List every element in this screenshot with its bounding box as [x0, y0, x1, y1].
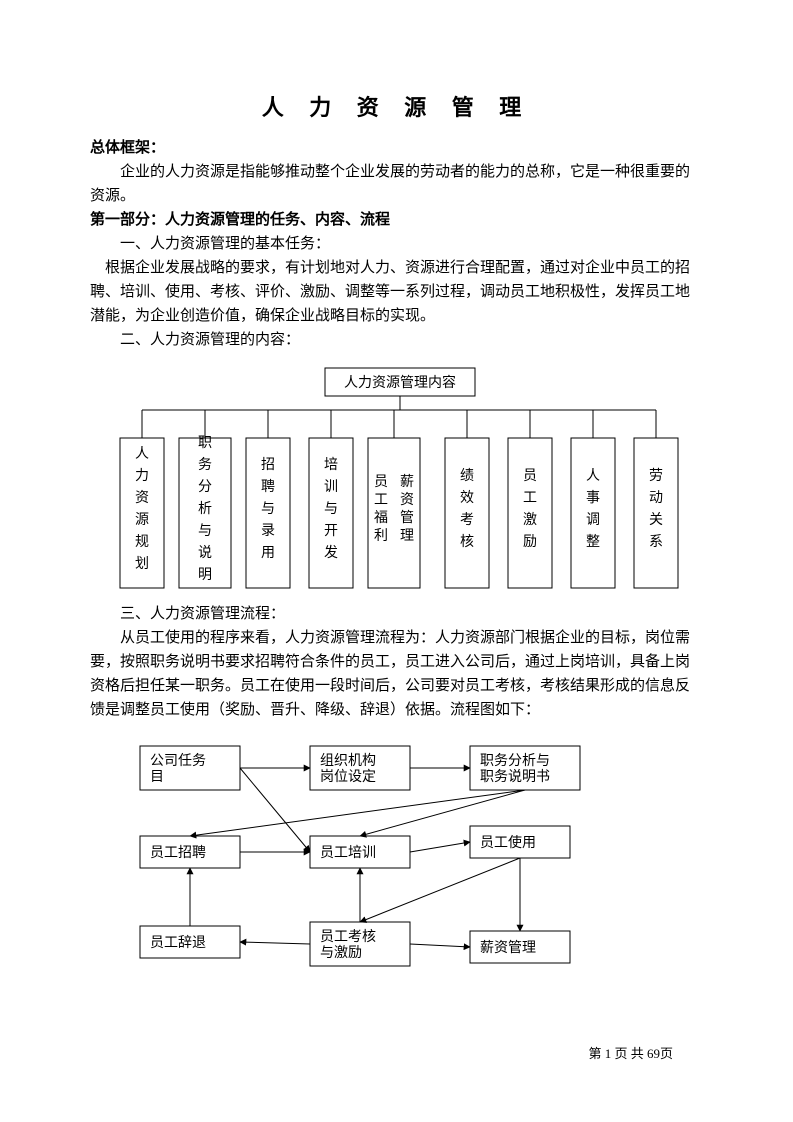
svg-text:职: 职	[198, 436, 212, 451]
svg-text:发: 发	[324, 545, 338, 561]
svg-text:职务分析与: 职务分析与	[480, 753, 550, 769]
flow-diagram: 公司任务目 组织机构岗位设定 职务分析与职务说明书员工招聘 员工培训 员工使用员工辞退 员…	[120, 736, 703, 1006]
svg-text:说: 说	[198, 545, 212, 561]
svg-text:考: 考	[460, 512, 474, 528]
svg-text:职务说明书: 职务说明书	[480, 769, 550, 785]
svg-text:与: 与	[324, 501, 338, 517]
svg-text:人力资源管理内容: 人力资源管理内容	[344, 374, 456, 391]
framework-label: 总体框架：	[90, 136, 703, 160]
svg-text:训: 训	[324, 479, 338, 495]
svg-text:员: 员	[523, 469, 537, 484]
svg-text:管: 管	[400, 510, 414, 526]
svg-text:绩: 绩	[460, 468, 474, 484]
svg-text:员工辞退: 员工辞退	[150, 935, 206, 951]
sec1-text: 根据企业发展战略的要求，有计划地对人力、资源进行合理配置，通过对企业中员工的招聘…	[90, 256, 703, 328]
tree-diagram: 人力资源管理内容人力资源规划职务分析与说明招聘与录用培训与开发员工福利薪资管理绩…	[110, 358, 703, 598]
svg-text:员工考核: 员工考核	[320, 929, 376, 945]
svg-text:招: 招	[261, 457, 275, 473]
svg-text:效: 效	[460, 490, 474, 506]
svg-text:公司任务: 公司任务	[150, 753, 206, 769]
svg-text:员工培训: 员工培训	[320, 845, 376, 861]
svg-text:薪资管理: 薪资管理	[480, 940, 536, 956]
svg-text:开: 开	[324, 524, 338, 539]
svg-text:理: 理	[400, 529, 414, 544]
svg-text:薪: 薪	[400, 474, 414, 490]
svg-text:力: 力	[135, 468, 149, 484]
svg-text:析: 析	[198, 501, 212, 517]
svg-text:与激励: 与激励	[320, 944, 362, 961]
svg-text:与: 与	[261, 501, 275, 517]
part1-heading: 第一部分：人力资源管理的任务、内容、流程	[90, 208, 703, 232]
svg-text:资: 资	[400, 492, 414, 508]
svg-text:组织机构: 组织机构	[320, 753, 376, 769]
svg-text:规: 规	[135, 534, 149, 550]
svg-text:核: 核	[460, 534, 474, 550]
svg-text:劳: 劳	[649, 468, 663, 484]
svg-text:动: 动	[649, 490, 663, 506]
svg-text:与: 与	[198, 523, 212, 539]
svg-text:系: 系	[649, 534, 663, 550]
svg-text:分: 分	[198, 479, 212, 495]
svg-text:整: 整	[586, 534, 600, 550]
page-title: 人 力 资 源 管 理	[90, 90, 703, 122]
page-footer: 第 1 页 共 69页	[588, 1043, 673, 1062]
svg-text:员工招聘: 员工招聘	[150, 845, 206, 861]
sec1-heading: 一、人力资源管理的基本任务：	[90, 232, 703, 256]
sec2-heading: 二、人力资源管理的内容：	[90, 328, 703, 352]
svg-text:利: 利	[374, 528, 388, 544]
svg-text:目: 目	[150, 770, 164, 785]
svg-text:录: 录	[261, 523, 275, 539]
svg-text:员工使用: 员工使用	[480, 834, 536, 851]
svg-text:员: 员	[374, 475, 388, 490]
svg-text:资: 资	[135, 490, 149, 506]
svg-text:岗位设定: 岗位设定	[320, 769, 376, 785]
svg-text:源: 源	[135, 512, 149, 528]
svg-text:励: 励	[523, 534, 537, 550]
svg-text:关: 关	[649, 512, 663, 528]
svg-text:事: 事	[586, 490, 600, 506]
svg-text:激: 激	[523, 511, 537, 528]
svg-text:人: 人	[586, 468, 600, 484]
svg-text:划: 划	[135, 556, 149, 572]
svg-text:工: 工	[374, 493, 388, 508]
svg-text:工: 工	[523, 491, 537, 506]
svg-text:用: 用	[261, 546, 275, 561]
framework-text: 企业的人力资源是指能够推动整个企业发展的劳动者的能力的总称，它是一种很重要的资源…	[90, 160, 703, 208]
svg-text:福: 福	[374, 510, 388, 526]
svg-text:培: 培	[324, 457, 338, 473]
svg-text:调: 调	[586, 512, 600, 528]
svg-text:人: 人	[135, 446, 149, 462]
svg-text:务: 务	[198, 457, 212, 473]
svg-text:聘: 聘	[261, 479, 275, 495]
sec3-heading: 三、人力资源管理流程：	[90, 602, 703, 626]
sec3-text: 从员工使用的程序来看，人力资源管理流程为：人力资源部门根据企业的目标，岗位需要，…	[90, 626, 703, 722]
svg-text:明: 明	[198, 568, 212, 583]
